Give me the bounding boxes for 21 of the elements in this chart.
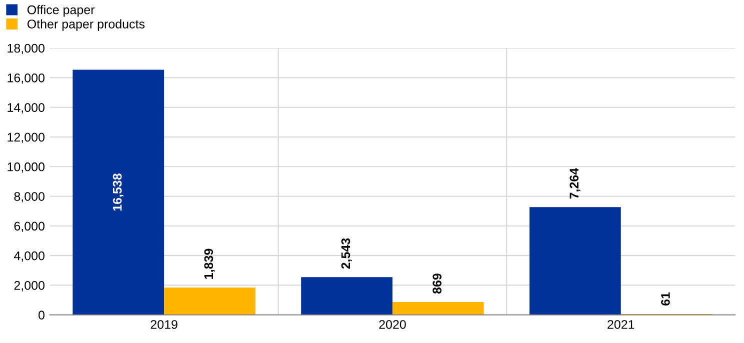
legend-label: Other paper products — [27, 19, 145, 31]
data-label: 869 — [432, 274, 442, 294]
y-tick-label: 10,000 — [8, 162, 44, 173]
data-label: 16,538 — [112, 174, 124, 211]
y-tick-label: 4,000 — [14, 251, 44, 262]
y-tick-label: 12,000 — [8, 132, 44, 144]
y-tick-label: 18,000 — [8, 44, 44, 54]
data-label: 61 — [661, 292, 670, 306]
y-tick-label: 8,000 — [14, 192, 44, 202]
data-label: 1,839 — [204, 248, 215, 279]
data-label: 2,543 — [341, 238, 352, 269]
y-tick-label: 2,000 — [14, 281, 44, 292]
y-tick-label: 14,000 — [8, 103, 44, 114]
y-tick-label: 6,000 — [14, 222, 44, 232]
data-label: 7,264 — [570, 168, 580, 199]
x-tick-label: 2021 — [608, 320, 634, 329]
x-tick-label: 2019 — [150, 320, 178, 329]
y-tick-label: 16,000 — [8, 73, 44, 84]
y-tick-label: 0 — [38, 310, 44, 320]
legend-label: Office paper — [27, 5, 95, 17]
x-tick-label: 2020 — [379, 320, 406, 329]
